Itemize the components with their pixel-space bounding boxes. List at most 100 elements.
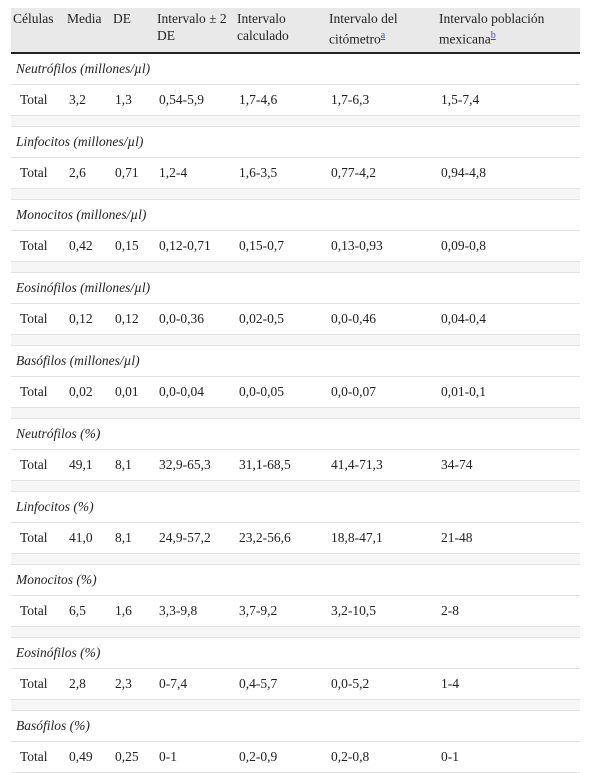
cell: Total [11,230,65,262]
cell: Total [11,522,65,554]
data-row: Total 0,02 0,01 0,0-0,04 0,0-0,05 0,0-0,07 0,0… [11,376,580,408]
cell: 0,04-0,4 [437,303,580,335]
header-cell: Células [11,8,65,54]
section-title: Basófilos (millones/µl) [11,345,580,377]
header-cell: DE [111,8,155,54]
cell: 1,2-4 [155,157,235,189]
cell: 0,77-4,2 [327,157,437,189]
cell: 0-1 [437,741,580,773]
data-row: Total 0,12 0,12 0,0-0,36 0,02-0,5 0,0-0,46 0,0… [11,303,580,335]
cell: 32,9-65,3 [155,449,235,481]
data-row: Total 41,0 8,1 24,9-57,2 23,2-56,6 18,8-47,1 2… [11,522,580,554]
section-title: Linfocitos (%) [11,491,580,523]
cell: 0,15-0,7 [235,230,327,262]
cell: 1-4 [437,668,580,700]
spacer [11,699,580,711]
section-title: Eosinófilos (millones/µl) [11,272,580,304]
cell: 0,0-0,46 [327,303,437,335]
spacer [11,407,580,419]
cell: 0,0-0,05 [235,376,327,408]
spacer [11,261,580,273]
cell: 1,7-6,3 [327,84,437,116]
section-title: Linfocitos (millones/µl) [11,126,580,158]
cell: 6,5 [65,595,111,627]
header-label: DE [113,11,131,26]
cell: 0,54-5,9 [155,84,235,116]
footnote-link[interactable]: b [490,30,496,41]
spacer-row [11,626,580,638]
spacer [11,626,580,638]
cell: 21-48 [437,522,580,554]
cell: 2,3 [111,668,155,700]
section-title-row: Linfocitos (millones/µl) [11,126,580,158]
section-title-row: Basófilos (millones/µl) [11,345,580,377]
header-cell: Media [65,8,111,54]
header-label: Intervalo del citómetro [329,11,398,47]
header-cell: Intervalo del citómetroa [327,8,437,54]
cell: 0,01-0,1 [437,376,580,408]
cell: 0,02-0,5 [235,303,327,335]
cell: 0,0-0,36 [155,303,235,335]
data-row: Total 2,8 2,3 0-7,4 0,4-5,7 0,0-5,2 1-4 [11,668,580,700]
cell: 0,12 [111,303,155,335]
cell: Total [11,449,65,481]
cell: 1,5-7,4 [437,84,580,116]
header-label: Media [67,11,102,26]
data-row: Total 3,2 1,3 0,54-5,9 1,7-4,6 1,7-6,3 1,5-7,4 [11,84,580,116]
spacer-row [11,553,580,565]
cell: 0-1 [155,741,235,773]
cell: 3,2-10,5 [327,595,437,627]
cell: 0,2-0,9 [235,741,327,773]
cell: 0,94-4,8 [437,157,580,189]
cell: 1,6 [111,595,155,627]
header-label: Intervalo ± 2 DE [157,11,227,43]
cell: 3,7-9,2 [235,595,327,627]
cell: 0,09-0,8 [437,230,580,262]
cell: 0,42 [65,230,111,262]
cell: Total [11,595,65,627]
data-row: Total 0,49 0,25 0-1 0,2-0,9 0,2-0,8 0-1 [11,741,580,773]
cell: 0,02 [65,376,111,408]
section-title: Neutrófilos (millones/µl) [11,52,580,85]
cell: 0,0-5,2 [327,668,437,700]
spacer [11,334,580,346]
spacer-row [11,407,580,419]
cell: 2-8 [437,595,580,627]
cell: 0,12-0,71 [155,230,235,262]
section-title: Eosinófilos (%) [11,637,580,669]
spacer-row [11,188,580,200]
header-cell: Intervalo calculado [235,8,327,54]
data-row: Total 0,42 0,15 0,12-0,71 0,15-0,7 0,13-0,93 0… [11,230,580,262]
cell: Total [11,157,65,189]
cell: Total [11,668,65,700]
table-body: Neutrófilos (millones/µl) Total 3,2 1,3 0,54… [11,52,580,773]
cell: 0,0-0,04 [155,376,235,408]
section-title: Monocitos (millones/µl) [11,199,580,231]
header-label: Intervalo población mexicana [439,11,545,47]
cell: 1,6-3,5 [235,157,327,189]
spacer-row [11,480,580,492]
spacer-row [11,261,580,273]
data-row: Total 6,5 1,6 3,3-9,8 3,7-9,2 3,2-10,5 2-8 [11,595,580,627]
cell: 0,25 [111,741,155,773]
section-title-row: Monocitos (millones/µl) [11,199,580,231]
spacer-row [11,334,580,346]
spacer [11,115,580,127]
section-title-row: Eosinófilos (%) [11,637,580,669]
section-title-row: Neutrófilos (%) [11,418,580,450]
header-cell: Intervalo ± 2 DE [155,8,235,54]
cell: 0,12 [65,303,111,335]
cell: 0,0-0,07 [327,376,437,408]
cell: 2,6 [65,157,111,189]
cell: Total [11,303,65,335]
section-title-row: Linfocitos (%) [11,491,580,523]
footnote-link[interactable]: a [380,30,386,41]
section-title: Neutrófilos (%) [11,418,580,450]
header-cell: Intervalo población mexicanab [437,8,580,54]
cell: 49,1 [65,449,111,481]
section-title-row: Neutrófilos (millones/µl) [11,52,580,85]
cell: 0,15 [111,230,155,262]
cell: 0-7,4 [155,668,235,700]
cell: 0,49 [65,741,111,773]
